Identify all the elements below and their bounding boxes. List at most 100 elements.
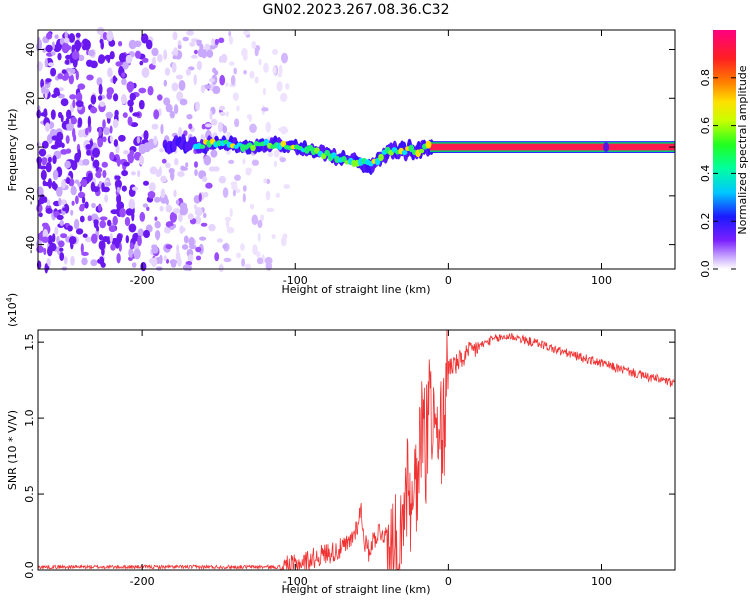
noise-blob [228,35,233,45]
noise-blob [45,78,52,83]
track-core [378,153,384,162]
noise-blob [251,214,259,226]
noise-blob [43,247,47,256]
noise-blob [154,196,161,203]
noise-blob [69,68,76,74]
noise-blob [41,236,49,243]
noise-blob [225,111,229,117]
noise-blob [283,184,291,189]
noise-blob [195,255,202,261]
noise-blob [216,238,224,243]
noise-blob [142,57,149,63]
noise-blob [119,207,126,218]
noise-blob [43,108,48,118]
noise-blob [45,44,53,53]
noise-blob [218,264,224,273]
noise-blob [43,196,48,203]
noise-blob [141,33,149,44]
noise-blob [112,75,117,85]
noise-blob [236,105,240,112]
colorbar: 0.0 0.2 0.4 0.6 0.8 Normalized spectral ampl… [699,30,749,278]
noise-blob [242,185,247,192]
snr-y-tick-label: 1.0 [23,409,36,427]
noise-blob [159,205,164,212]
noise-blob [102,119,106,130]
noise-blob [208,166,216,172]
spectrogram-y-tick-label: 20 [24,91,37,105]
noise-blob [105,111,114,119]
noise-blob [36,245,44,253]
noise-blob [211,38,216,47]
noise-blob [77,129,85,138]
noise-blob [86,74,94,81]
noise-blob [50,144,59,150]
snr-x-tick-label: -200 [130,575,155,588]
noise-blob [63,256,68,265]
noise-blob [236,252,241,259]
noise-blob [64,59,70,65]
noise-blob [154,220,161,229]
noise-blob [154,216,158,221]
noise-blob [60,233,68,239]
noise-blob [176,244,180,253]
noise-blob [71,50,80,60]
noise-blob [75,70,80,81]
noise-blob [200,222,208,227]
noise-blob [164,226,169,234]
snr-y-tick-label: 1.5 [23,333,36,351]
noise-blob [185,68,191,76]
noise-blob [176,91,184,102]
noise-blob [86,149,91,156]
noise-blob [62,207,69,212]
noise-blob [98,240,106,251]
noise-blob [208,223,216,232]
noise-blob [193,74,197,86]
noise-blob [102,32,108,40]
noise-blob [171,62,177,73]
noise-blob [206,49,214,58]
noise-blob [272,48,279,56]
noise-blob [153,135,158,146]
noise-blob [96,225,100,232]
noise-blob [107,56,111,64]
noise-blob [86,59,93,67]
noise-blob [128,223,137,233]
noise-blob [256,251,261,258]
noise-blob [187,213,194,221]
noise-blob [65,135,70,144]
noise-blob [170,170,175,181]
noise-blob [46,199,51,206]
noise-blob [188,123,193,130]
track-core [199,144,206,149]
noise-blob [127,99,134,107]
noise-blob [263,62,269,73]
noise-blob [214,252,220,262]
snr-y-tick-label: 0.5 [23,485,36,503]
noise-blob [250,203,255,210]
noise-blob [43,181,52,187]
noise-blob [275,192,280,198]
noise-blob [180,227,186,233]
noise-blob [129,149,134,157]
chart-title: GN02.2023.267.08.36.C32 [263,2,450,18]
noise-blob [220,53,228,64]
noise-blob [114,109,119,117]
noise-blob [120,94,127,105]
noise-blob [129,105,134,113]
noise-blob [178,126,183,138]
colorbar-tick-label: 0.0 [699,260,712,278]
noise-blob [143,180,149,186]
noise-blob [243,70,248,75]
noise-blob [264,256,273,265]
spectrogram-x-tick-label: 0 [445,274,452,287]
noise-blob [242,193,246,203]
spectrogram-x-tick-label: -200 [130,274,155,287]
snr-plot-area [38,330,675,570]
noise-blob [137,228,144,237]
snr-x-axis-title: Height of straight line (km) [281,583,430,596]
noise-blob [99,256,105,266]
noise-blob [84,236,92,243]
